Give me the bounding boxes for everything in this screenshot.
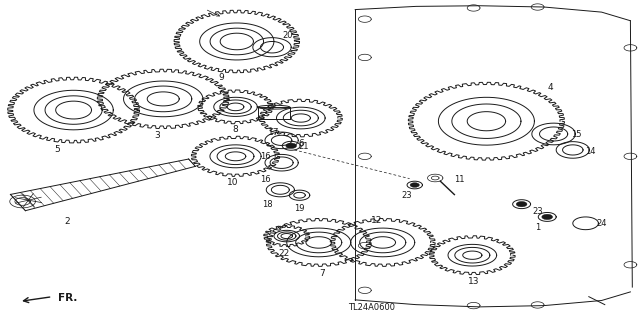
Circle shape [516,202,527,207]
Circle shape [286,143,296,148]
Text: 4: 4 [548,83,553,92]
Text: 16: 16 [260,152,271,160]
Text: 17: 17 [268,128,280,137]
Text: 21: 21 [299,142,309,151]
Text: 10: 10 [227,178,238,187]
Text: TL24A0600: TL24A0600 [348,303,395,312]
Text: 15: 15 [571,130,581,139]
Text: 22: 22 [278,249,289,258]
Text: 1: 1 [535,223,540,232]
Circle shape [542,214,552,219]
Text: 12: 12 [371,216,382,225]
Text: 8: 8 [233,125,238,134]
Text: 5: 5 [55,145,60,154]
Text: 6: 6 [298,139,303,148]
Text: 3: 3 [154,131,159,140]
Circle shape [410,183,419,187]
Text: 23: 23 [402,191,412,200]
Text: FR.: FR. [58,293,77,303]
Text: 9: 9 [218,73,223,82]
Text: 7: 7 [319,269,324,278]
Text: 16: 16 [260,175,271,184]
Text: 23: 23 [532,207,543,216]
Text: 20: 20 [283,31,293,40]
Text: 2: 2 [65,217,70,226]
Text: 19: 19 [294,204,305,213]
Text: 11: 11 [454,175,465,184]
Text: 18: 18 [262,200,273,209]
Text: 14: 14 [586,147,596,156]
Text: 13: 13 [468,277,479,286]
Text: 24: 24 [596,219,607,228]
